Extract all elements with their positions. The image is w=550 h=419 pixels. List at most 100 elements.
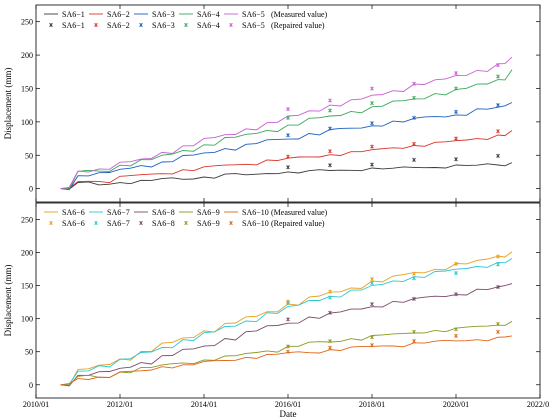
repaired-point-sa6-1 bbox=[454, 157, 458, 162]
legend-marker-sa6-1 bbox=[49, 23, 53, 27]
legend-label-sa6-2: SA6−2 bbox=[107, 10, 130, 19]
legend-marker-sa6-6 bbox=[49, 221, 53, 225]
repaired-point-sa6-2 bbox=[496, 129, 500, 134]
legend-marker-sa6-4 bbox=[184, 23, 188, 27]
repaired-point-sa6-1 bbox=[370, 162, 374, 167]
legend-label-sa6-5: SA6−5 bbox=[242, 10, 265, 19]
legend-label-repaired-sa6-7: SA6−7 bbox=[107, 219, 130, 228]
legend-label-sa6-6: SA6−6 bbox=[62, 208, 85, 217]
repaired-point-sa6-5 bbox=[496, 63, 500, 68]
legend-label-repaired-sa6-10: SA6−10 bbox=[242, 219, 269, 228]
repaired-point-sa6-2 bbox=[286, 154, 290, 159]
repaired-point-sa6-5 bbox=[286, 107, 290, 112]
legend-marker-sa6-10 bbox=[229, 221, 233, 225]
legend-label-repaired-sa6-5: SA6−5 bbox=[242, 21, 265, 30]
repaired-point-sa6-10 bbox=[370, 343, 374, 348]
repaired-point-sa6-7 bbox=[412, 276, 416, 281]
repaired-point-sa6-3 bbox=[454, 109, 458, 114]
repaired-point-sa6-2 bbox=[328, 149, 332, 154]
legend-suffix-measured: (Measured value) bbox=[271, 208, 328, 217]
legend-label-repaired-sa6-4: SA6−4 bbox=[197, 21, 220, 30]
repaired-point-sa6-3 bbox=[328, 126, 332, 131]
legend-label-sa6-4: SA6−4 bbox=[197, 10, 220, 19]
legend-label-sa6-3: SA6−3 bbox=[152, 10, 175, 19]
legend-label-sa6-1: SA6−1 bbox=[62, 10, 85, 19]
repaired-point-sa6-6 bbox=[328, 289, 332, 294]
repaired-point-sa6-4 bbox=[370, 101, 374, 106]
repaired-point-sa6-1 bbox=[412, 157, 416, 162]
repaired-point-sa6-9 bbox=[454, 327, 458, 332]
repaired-point-sa6-2 bbox=[412, 141, 416, 146]
repaired-point-sa6-7 bbox=[454, 271, 458, 276]
repaired-point-sa6-3 bbox=[496, 103, 500, 108]
repaired-point-sa6-8 bbox=[370, 302, 374, 307]
y-tick-label: 100 bbox=[21, 315, 33, 324]
repaired-point-sa6-9 bbox=[412, 329, 416, 334]
legend-label-repaired-sa6-3: SA6−3 bbox=[152, 21, 175, 30]
repaired-point-sa6-1 bbox=[496, 153, 500, 158]
repaired-point-sa6-2 bbox=[370, 144, 374, 149]
repaired-point-sa6-3 bbox=[412, 115, 416, 120]
y-axis-label: Displacement (mm) bbox=[3, 265, 13, 337]
repaired-point-sa6-9 bbox=[370, 335, 374, 340]
repaired-point-sa6-9 bbox=[328, 339, 332, 344]
line-sa6-7 bbox=[60, 258, 513, 386]
repaired-point-sa6-7 bbox=[328, 295, 332, 300]
legend-marker-sa6-3 bbox=[139, 23, 143, 27]
repaired-point-sa6-3 bbox=[286, 133, 290, 138]
repaired-point-sa6-4 bbox=[328, 108, 332, 113]
repaired-point-sa6-4 bbox=[454, 86, 458, 91]
y-tick-label: 200 bbox=[21, 51, 33, 60]
x-tick-label: 2014/01 bbox=[191, 400, 217, 409]
repaired-point-sa6-10 bbox=[412, 339, 416, 344]
repaired-point-sa6-10 bbox=[286, 349, 290, 354]
repaired-point-sa6-10 bbox=[328, 345, 332, 350]
repaired-point-sa6-5 bbox=[454, 71, 458, 76]
repaired-point-sa6-4 bbox=[496, 74, 500, 79]
legend-label-sa6-8: SA6−8 bbox=[152, 208, 175, 217]
legend-suffix-repaired: (Repaired value) bbox=[271, 21, 325, 30]
legend-suffix-measured: (Measured value) bbox=[271, 10, 328, 19]
panel-frame-1 bbox=[35, 4, 541, 203]
legend-marker-sa6-5 bbox=[229, 23, 233, 27]
repaired-point-sa6-6 bbox=[496, 254, 500, 259]
repaired-point-sa6-5 bbox=[328, 98, 332, 103]
line-sa6-4 bbox=[60, 69, 513, 190]
legend-label-sa6-7: SA6−7 bbox=[107, 208, 130, 217]
y-tick-label: 50 bbox=[25, 151, 33, 160]
x-tick-label: 2012/01 bbox=[107, 400, 133, 409]
repaired-point-sa6-1 bbox=[286, 165, 290, 170]
y-tick-label: 150 bbox=[21, 282, 33, 291]
repaired-point-sa6-7 bbox=[370, 280, 374, 285]
y-tick-label: 100 bbox=[21, 118, 33, 127]
repaired-point-sa6-5 bbox=[370, 86, 374, 91]
y-tick-label: 0 bbox=[29, 381, 33, 390]
repaired-point-sa6-2 bbox=[454, 136, 458, 141]
repaired-point-sa6-4 bbox=[412, 95, 416, 100]
x-tick-label: 2020/01 bbox=[443, 400, 469, 409]
legend-label-repaired-sa6-8: SA6−8 bbox=[152, 219, 175, 228]
y-tick-label: 150 bbox=[21, 84, 33, 93]
repaired-point-sa6-4 bbox=[286, 115, 290, 120]
repaired-point-sa6-8 bbox=[286, 317, 290, 322]
repaired-point-sa6-10 bbox=[454, 333, 458, 338]
repaired-point-sa6-6 bbox=[454, 261, 458, 266]
repaired-point-sa6-9 bbox=[286, 344, 290, 349]
legend-marker-sa6-9 bbox=[184, 221, 188, 225]
legend-marker-sa6-7 bbox=[94, 221, 98, 225]
legend-label-repaired-sa6-1: SA6−1 bbox=[62, 21, 85, 30]
line-sa6-10 bbox=[60, 335, 513, 386]
legend-label-repaired-sa6-6: SA6−6 bbox=[62, 219, 85, 228]
repaired-point-sa6-9 bbox=[496, 321, 500, 326]
repaired-point-sa6-6 bbox=[370, 277, 374, 282]
repaired-point-sa6-7 bbox=[286, 300, 290, 305]
line-sa6-3 bbox=[60, 102, 513, 191]
y-tick-label: 200 bbox=[21, 249, 33, 258]
line-sa6-8 bbox=[60, 283, 513, 387]
repaired-point-sa6-7 bbox=[496, 262, 500, 267]
line-sa6-1 bbox=[60, 162, 513, 190]
y-tick-label: 50 bbox=[25, 348, 33, 357]
y-axis-label: Displacement (mm) bbox=[3, 68, 13, 140]
x-tick-label: 2018/01 bbox=[359, 400, 385, 409]
